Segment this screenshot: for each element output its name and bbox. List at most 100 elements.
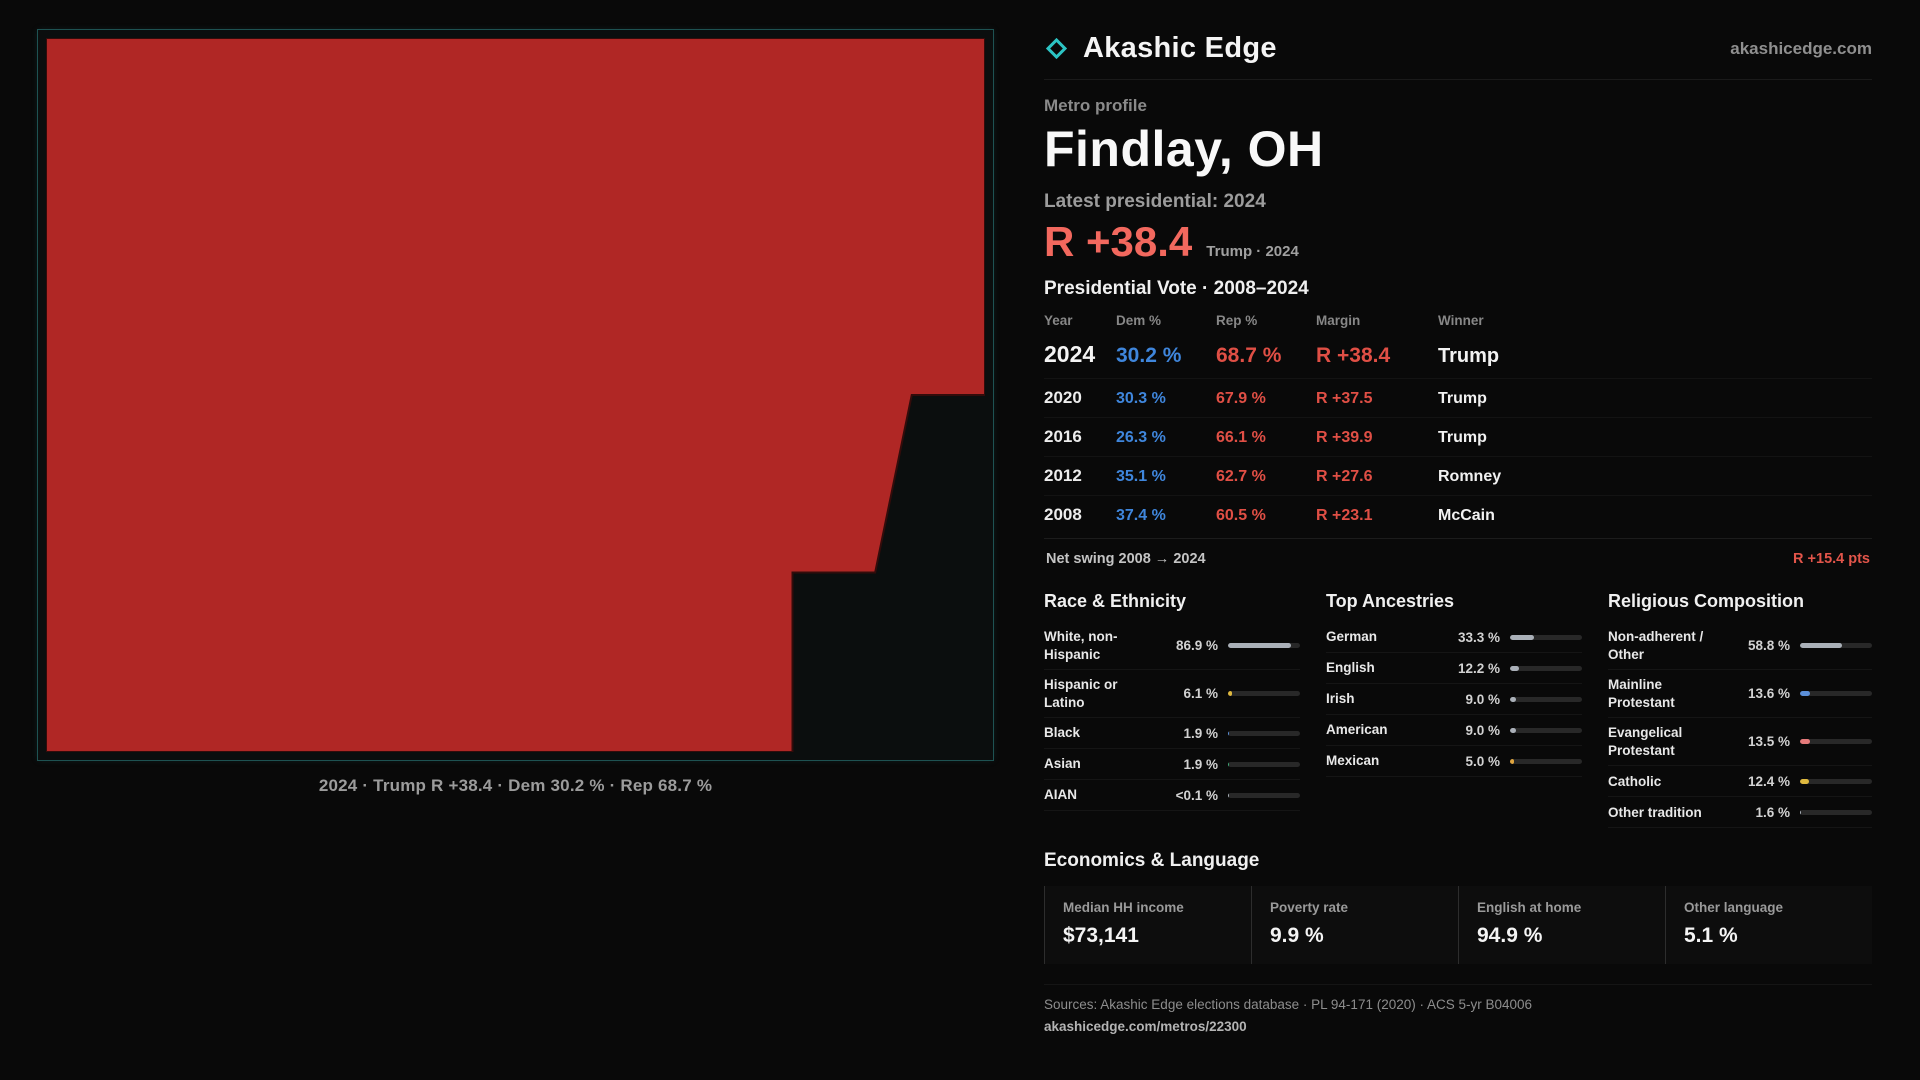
stat-label: Catholic: [1608, 773, 1662, 789]
stat-row: Black 1.9 %: [1044, 718, 1300, 750]
permalink-link[interactable]: akashicedge.com/metros/22300: [1044, 1019, 1247, 1035]
stat-row: Evangelical Protestant 13.5 %: [1608, 718, 1872, 767]
county-shape: [46, 38, 985, 752]
mini-bar: [1800, 739, 1872, 745]
vote-table: Year Dem % Rep % Margin Winner 2024 30.2…: [1044, 304, 1872, 534]
stat-value: 33.3 %: [1457, 629, 1500, 645]
mini-bar: [1800, 691, 1872, 697]
stat-value: 86.9 %: [1175, 638, 1218, 654]
stat-row: AIAN <0.1 %: [1044, 780, 1300, 812]
stat-value: 13.6 %: [1747, 686, 1790, 702]
stat-value: 12.2 %: [1457, 660, 1500, 676]
cell-winner: Romney: [1438, 468, 1502, 485]
stat-value: 94.9 %: [1477, 924, 1543, 948]
stat-label: Other tradition: [1608, 804, 1702, 820]
stat-label: Hispanic or Latino: [1044, 677, 1118, 710]
stat-value: 5.0 %: [1465, 753, 1500, 769]
stat-value: 9.0 %: [1465, 722, 1500, 738]
cell-dem: 30.3 %: [1116, 390, 1166, 407]
cell-winner: Trump: [1438, 390, 1487, 407]
cell-dem: 37.4 %: [1116, 507, 1166, 524]
col-year: Year: [1044, 313, 1073, 328]
stat-label: Asian: [1044, 756, 1081, 772]
table-row-2008: 2008 37.4 % 60.5 % R +23.1 McCain: [1044, 495, 1872, 534]
stat-label: Other language: [1684, 900, 1784, 916]
net-swing-row: Net swing 2008 → 2024 R +15.4 pts: [1044, 538, 1872, 577]
county-map: [46, 38, 985, 752]
map-caption: 2024 · Trump R +38.4 · Dem 30.2 % · Rep …: [318, 776, 713, 795]
mini-bar: [1510, 665, 1582, 671]
stat-row: Mainline Protestant 13.6 %: [1608, 670, 1872, 719]
headline-margin-row: R +38.4 Trump · 2024: [1044, 218, 1872, 266]
stat-value: 9.0 %: [1465, 691, 1500, 707]
stat-row: English 12.2 %: [1326, 653, 1582, 684]
mini-bar: [1228, 643, 1300, 649]
stat-value: 12.4 %: [1747, 773, 1790, 789]
col-rep: Rep %: [1216, 313, 1258, 328]
brand-domain-link[interactable]: akashicedge.com: [1730, 38, 1872, 58]
stat-value: $73,141: [1063, 924, 1139, 948]
stat-value: 1.9 %: [1183, 725, 1218, 741]
stat-label: Irish: [1326, 691, 1355, 707]
cell-dem: 26.3 %: [1116, 429, 1166, 446]
race-ethnicity-title: Race & Ethnicity: [1044, 591, 1187, 611]
cell-dem: 35.1 %: [1116, 468, 1166, 485]
stat-value: 13.5 %: [1747, 734, 1790, 750]
col-winner: Winner: [1438, 313, 1484, 328]
cell-margin: R +38.4: [1316, 344, 1391, 367]
economics-stats: Median HH income $73,141 Poverty rate 9.…: [1044, 886, 1872, 965]
stat-row: Mexican 5.0 %: [1326, 746, 1582, 777]
headline-note: Trump · 2024: [1206, 243, 1299, 260]
page-title: Findlay, OH: [1044, 121, 1324, 177]
mini-bar: [1510, 634, 1582, 640]
stat-label: White, non-Hispanic: [1044, 629, 1118, 662]
kicker: Metro profile: [1044, 96, 1147, 115]
cell-rep: 66.1 %: [1216, 429, 1266, 446]
stat-label: AIAN: [1044, 787, 1077, 803]
stat-value: 58.8 %: [1747, 638, 1790, 654]
cell-rep: 67.9 %: [1216, 390, 1266, 407]
col-margin: Margin: [1316, 313, 1361, 328]
brand-name: Akashic Edge: [1083, 32, 1277, 64]
net-swing-label: Net swing 2008 → 2024: [1046, 551, 1206, 567]
stat-row: Catholic 12.4 %: [1608, 766, 1872, 798]
stat-english-at-home: English at home 94.9 %: [1458, 886, 1665, 965]
stat-row: Irish 9.0 %: [1326, 684, 1582, 715]
stat-label: German: [1326, 629, 1378, 645]
stat-other-language: Other language 5.1 %: [1665, 886, 1872, 965]
mini-bar: [1228, 691, 1300, 697]
headline-margin: R +38.4: [1044, 218, 1193, 265]
mini-bar: [1800, 778, 1872, 784]
stat-row: Asian 1.9 %: [1044, 749, 1300, 781]
vote-table-header: Year Dem % Rep % Margin Winner: [1044, 304, 1872, 334]
latest-label: Latest presidential: 2024: [1044, 191, 1266, 212]
stat-row: Other tradition 1.6 %: [1608, 797, 1872, 829]
cell-year: 2008: [1044, 505, 1082, 524]
stat-value: 6.1 %: [1183, 686, 1218, 702]
stat-value: <0.1 %: [1175, 787, 1218, 803]
mini-bar: [1800, 643, 1872, 649]
stat-label: English: [1326, 660, 1375, 676]
brand-diamond-icon: [1045, 37, 1068, 60]
table-row-2024: 2024 30.2 % 68.7 % R +38.4 Trump: [1044, 334, 1872, 378]
cell-rep: 60.5 %: [1216, 507, 1266, 524]
stat-label: Evangelical Protestant: [1608, 725, 1683, 758]
stat-label: Mexican: [1326, 753, 1380, 769]
ancestries-column: Top Ancestries German 33.3 % English 12.…: [1326, 585, 1582, 777]
mini-bar: [1510, 758, 1582, 764]
stat-row: American 9.0 %: [1326, 715, 1582, 746]
map-panel: [37, 29, 994, 761]
cell-winner: Trump: [1438, 345, 1500, 367]
stat-value: 1.9 %: [1183, 756, 1218, 772]
religion-column: Religious Composition Non-adherent / Oth…: [1608, 585, 1872, 829]
cell-margin: R +23.1: [1316, 507, 1373, 524]
stat-value: 5.1 %: [1684, 924, 1738, 948]
header: Akashic Edge akashicedge.com: [1044, 26, 1872, 80]
stat-label: Non-adherent / Other: [1608, 629, 1704, 662]
stat-row: White, non-Hispanic 86.9 %: [1044, 622, 1300, 671]
cell-winner: Trump: [1438, 429, 1487, 446]
cell-rep: 62.7 %: [1216, 468, 1266, 485]
race-ethnicity-column: Race & Ethnicity White, non-Hispanic 86.…: [1044, 585, 1300, 812]
stat-label: Median HH income: [1063, 900, 1184, 916]
